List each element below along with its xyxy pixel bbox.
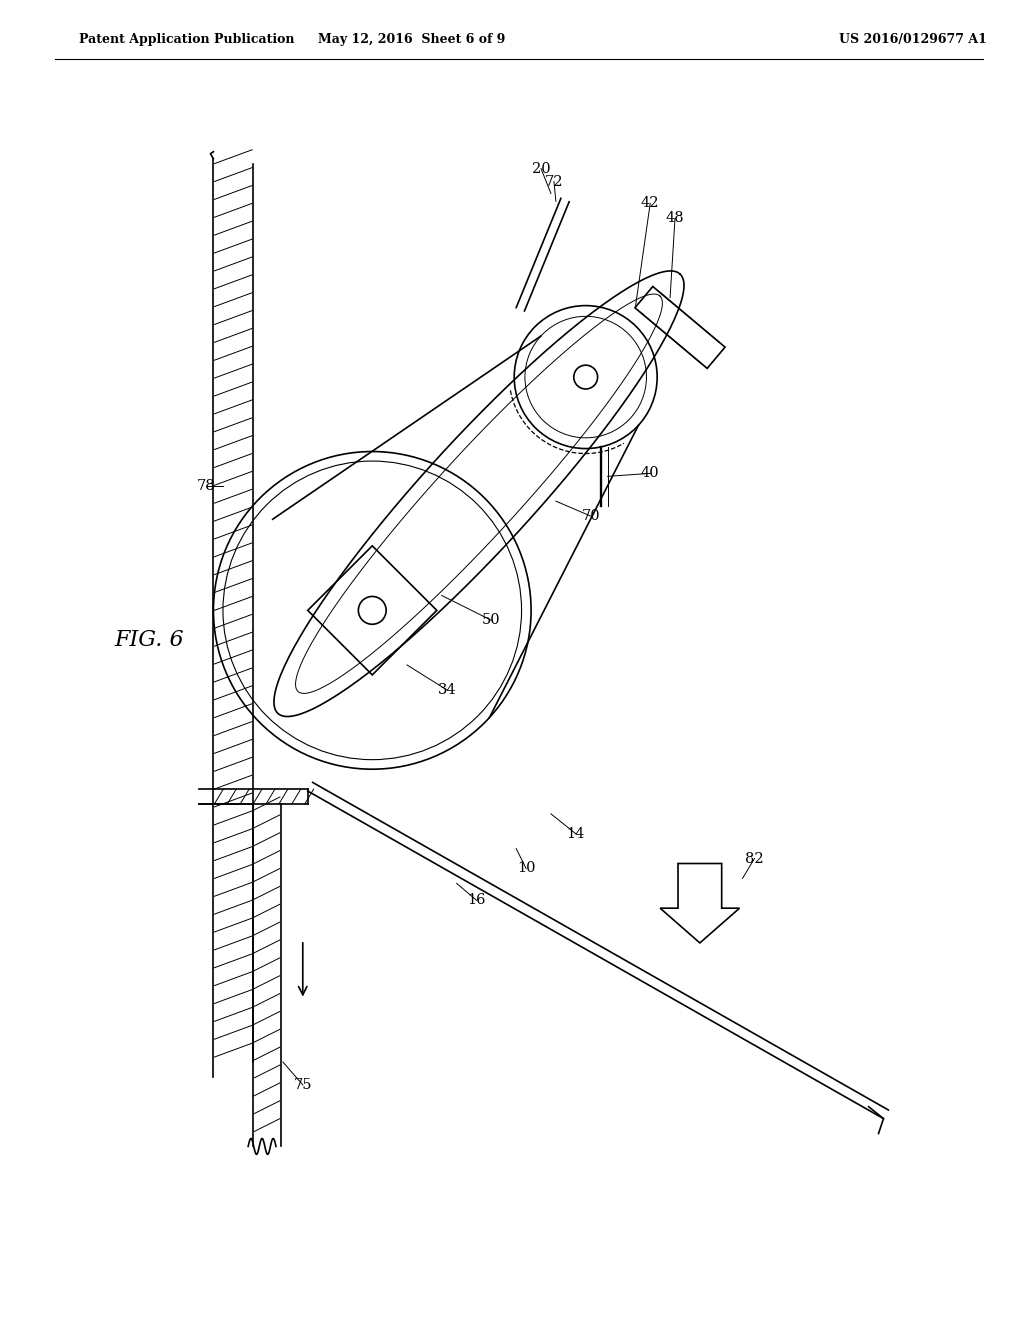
- Text: 40: 40: [641, 466, 659, 480]
- Text: 42: 42: [641, 197, 659, 210]
- Text: US 2016/0129677 A1: US 2016/0129677 A1: [839, 33, 987, 46]
- Text: 78: 78: [198, 479, 216, 494]
- Text: 50: 50: [482, 614, 501, 627]
- Text: 70: 70: [582, 510, 600, 523]
- Text: May 12, 2016  Sheet 6 of 9: May 12, 2016 Sheet 6 of 9: [318, 33, 506, 46]
- Text: FIG. 6: FIG. 6: [114, 630, 183, 651]
- Text: 14: 14: [566, 826, 585, 841]
- Text: 20: 20: [531, 161, 550, 176]
- Text: 75: 75: [294, 1078, 312, 1092]
- Text: 48: 48: [666, 211, 684, 226]
- Text: 82: 82: [745, 851, 764, 866]
- Text: 34: 34: [437, 682, 456, 697]
- Text: Patent Application Publication: Patent Application Publication: [80, 33, 295, 46]
- Text: 72: 72: [545, 174, 563, 189]
- Text: 10: 10: [517, 862, 536, 875]
- Text: 16: 16: [467, 894, 485, 907]
